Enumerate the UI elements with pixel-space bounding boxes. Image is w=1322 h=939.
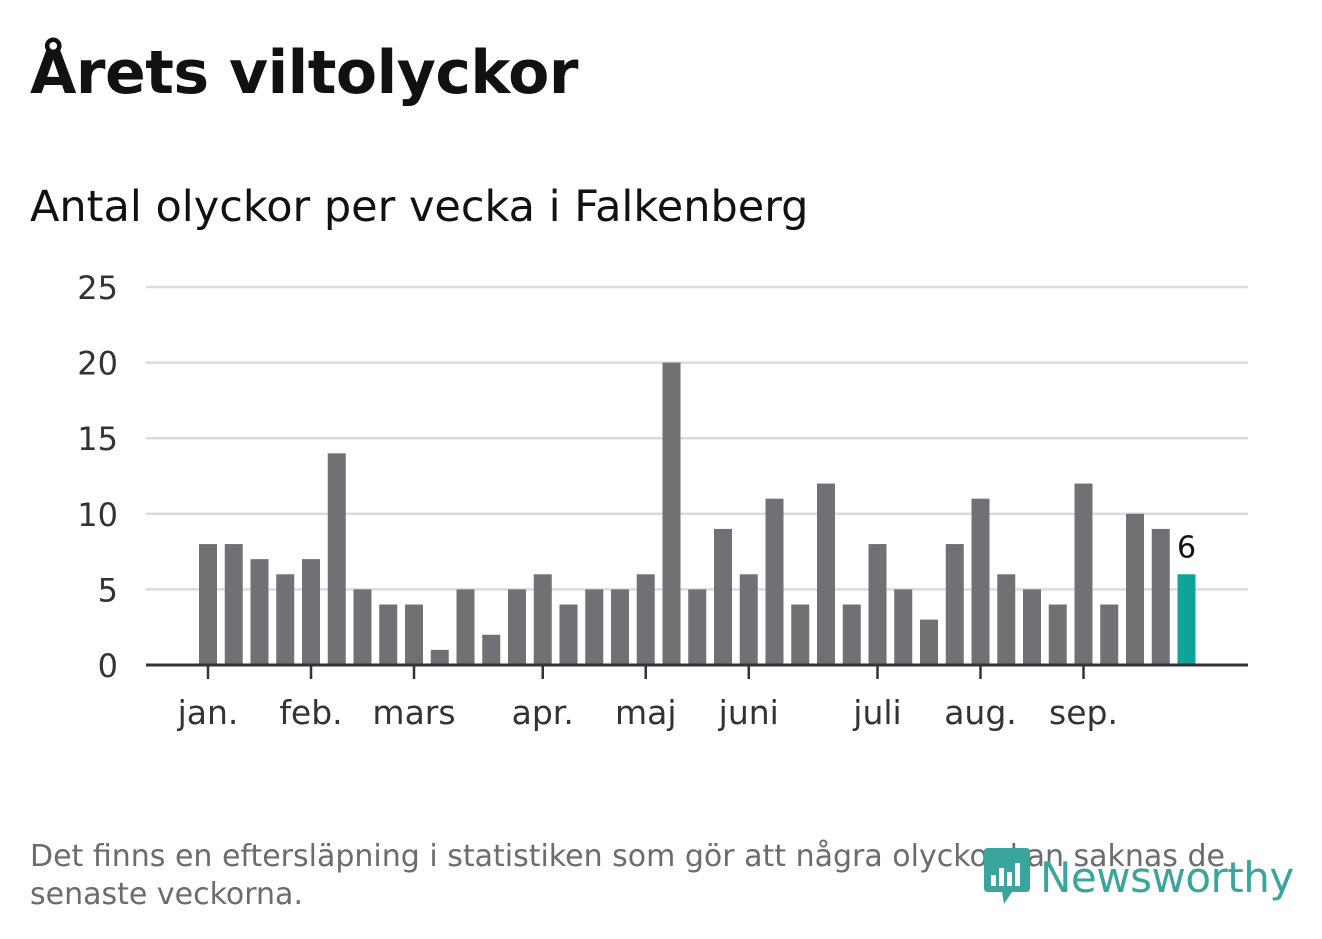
bar: [636, 574, 655, 665]
bar: [585, 589, 604, 665]
x-tick-label: juli: [852, 693, 901, 732]
bar: [894, 589, 913, 665]
x-tick-label: juni: [718, 693, 779, 732]
bar: [611, 589, 629, 665]
bar-highlight: [1177, 574, 1196, 665]
logo-text: Newsworthy: [1040, 852, 1294, 902]
bar: [868, 544, 887, 665]
x-tick-label: jan.: [177, 693, 239, 732]
bar: [765, 498, 784, 665]
x-tick-label: feb.: [279, 693, 342, 732]
y-tick-label: 20: [77, 345, 118, 383]
bar: [559, 604, 578, 665]
bar: [533, 574, 552, 665]
x-tick-label: maj: [615, 693, 677, 732]
y-tick-label: 25: [77, 269, 118, 307]
bar: [817, 483, 835, 665]
newsworthy-logo[interactable]: Newsworthy: [982, 846, 1294, 908]
bar: [920, 619, 938, 665]
highlight-value-label: 6: [1177, 530, 1196, 565]
bar: [997, 574, 1016, 665]
bar: [688, 589, 707, 665]
bars: 6: [199, 362, 1196, 665]
x-tick-label: apr.: [512, 693, 574, 732]
x-tick-label: aug.: [944, 693, 1017, 732]
x-axis: jan. feb. mars apr. maj juni juli aug. sep.: [177, 665, 1118, 732]
bar: [353, 589, 372, 665]
bar: [1074, 483, 1093, 665]
bar: [327, 453, 346, 665]
x-tick-label: sep.: [1049, 693, 1118, 732]
bar: [842, 604, 861, 665]
bar: [1023, 589, 1041, 665]
bar: [302, 559, 320, 665]
y-tick-label: 15: [77, 420, 118, 458]
bar: [791, 604, 810, 665]
bar-chart: 0 5 10 15 20 25 6 jan. feb. mars apr. maj juni juli…: [77, 269, 1248, 732]
bar: [662, 362, 681, 665]
bar: [1126, 513, 1144, 665]
bar: [379, 604, 398, 665]
chart-subtitle: Antal olyckor per vecka i Falkenberg: [30, 182, 809, 232]
bar: [945, 544, 964, 665]
bar: [224, 544, 243, 665]
bar: [739, 574, 758, 665]
bar: [276, 574, 295, 665]
bar: [1151, 528, 1170, 665]
bar: [482, 634, 501, 665]
y-tick-label: 10: [77, 496, 118, 534]
bar: [1100, 604, 1119, 665]
newsworthy-logo-icon: [984, 848, 1030, 904]
y-tick-label: 0: [98, 647, 118, 685]
y-axis: 0 5 10 15 20 25: [77, 269, 118, 685]
bar: [1048, 604, 1067, 665]
x-tick-label: mars: [372, 693, 455, 732]
bar: [250, 559, 269, 665]
y-tick-label: 5: [98, 571, 118, 609]
bar: [405, 604, 423, 665]
bar: [430, 649, 449, 665]
bar: [971, 498, 990, 665]
chart-title: Årets viltolyckor: [30, 38, 579, 108]
bar: [199, 544, 217, 665]
bar: [714, 528, 732, 665]
bar: [508, 589, 526, 665]
bar: [456, 589, 475, 665]
